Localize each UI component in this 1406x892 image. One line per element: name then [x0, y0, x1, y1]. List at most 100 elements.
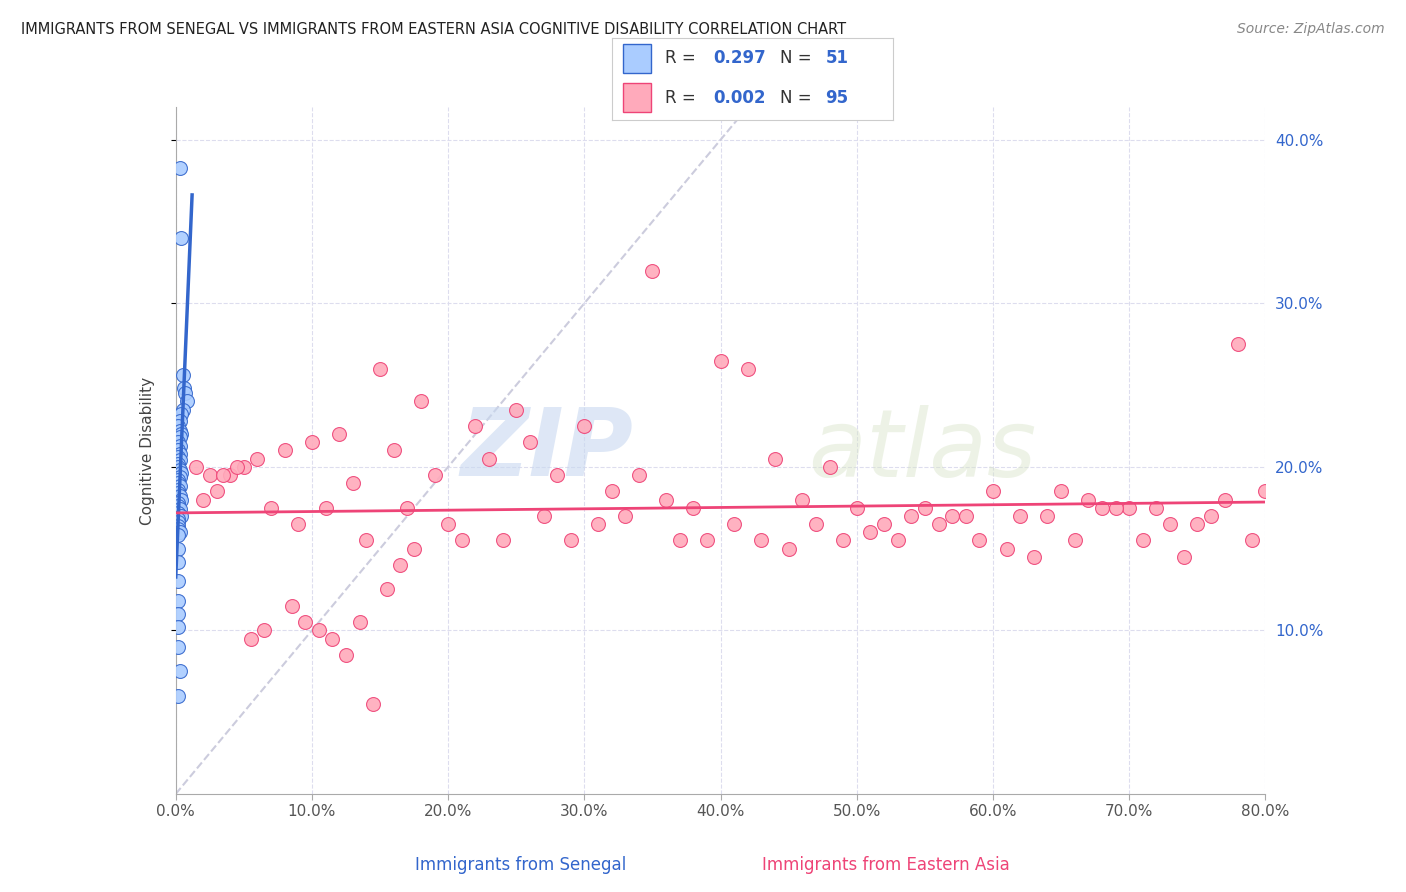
Point	[308, 624, 330, 638]
Point	[167, 499, 190, 513]
Point	[169, 525, 191, 540]
Point	[818, 459, 841, 474]
Point	[1173, 549, 1195, 564]
Point	[1036, 508, 1059, 523]
Point	[574, 418, 596, 433]
Point	[710, 353, 733, 368]
Point	[941, 508, 963, 523]
Point	[167, 689, 190, 703]
Point	[995, 541, 1018, 556]
Point	[170, 508, 193, 523]
Point	[1159, 516, 1181, 531]
Point	[226, 459, 249, 474]
Text: R =: R =	[665, 89, 702, 107]
Point	[294, 615, 316, 630]
Point	[167, 594, 190, 608]
Point	[169, 489, 191, 503]
Point	[328, 427, 350, 442]
Point	[914, 500, 936, 515]
Text: IMMIGRANTS FROM SENEGAL VS IMMIGRANTS FROM EASTERN ASIA COGNITIVE DISABILITY COR: IMMIGRANTS FROM SENEGAL VS IMMIGRANTS FR…	[21, 22, 846, 37]
Point	[167, 528, 190, 542]
Point	[169, 430, 191, 444]
Point	[167, 443, 190, 458]
Point	[832, 533, 855, 548]
Point	[169, 447, 191, 461]
Point	[1091, 500, 1114, 515]
Point	[176, 394, 198, 409]
Point	[437, 516, 460, 531]
Point	[505, 402, 527, 417]
Point	[1050, 484, 1073, 499]
Point	[423, 467, 446, 482]
Point	[1187, 516, 1209, 531]
Point	[969, 533, 991, 548]
Point	[804, 516, 827, 531]
Point	[169, 463, 191, 477]
Point	[167, 512, 190, 526]
Point	[1132, 533, 1154, 548]
Point	[169, 414, 191, 428]
Point	[167, 541, 190, 556]
Text: 95: 95	[825, 89, 848, 107]
Point	[167, 450, 190, 464]
Y-axis label: Cognitive Disability: Cognitive Disability	[141, 376, 155, 524]
Point	[696, 533, 718, 548]
Text: Source: ZipAtlas.com: Source: ZipAtlas.com	[1237, 22, 1385, 37]
Point	[167, 459, 190, 474]
Point	[382, 443, 405, 458]
Point	[546, 467, 568, 482]
Point	[1104, 500, 1126, 515]
Point	[600, 484, 623, 499]
Point	[375, 582, 398, 597]
Point	[169, 453, 191, 467]
Point	[170, 231, 193, 245]
Point	[167, 555, 190, 569]
Point	[287, 516, 309, 531]
Point	[169, 469, 191, 483]
Point	[682, 500, 704, 515]
Point	[167, 506, 190, 520]
Point	[232, 459, 254, 474]
Bar	[623, 44, 651, 73]
Point	[655, 492, 678, 507]
Point	[396, 500, 419, 515]
Point	[723, 516, 745, 531]
Point	[586, 516, 609, 531]
Point	[315, 500, 337, 515]
Point	[1254, 484, 1277, 499]
Point	[170, 492, 193, 507]
Point	[560, 533, 582, 548]
Point	[198, 467, 221, 482]
Point	[792, 492, 814, 507]
Text: Immigrants from Senegal: Immigrants from Senegal	[415, 855, 626, 873]
Point	[167, 574, 190, 589]
Point	[191, 492, 214, 507]
Point	[170, 467, 193, 481]
Point	[172, 402, 194, 417]
Text: ZIP: ZIP	[461, 404, 633, 497]
Point	[751, 533, 773, 548]
Point	[169, 161, 191, 175]
Point	[1063, 533, 1085, 548]
Point	[167, 620, 190, 634]
Point	[1144, 500, 1167, 515]
Point	[239, 632, 262, 646]
Point	[668, 533, 690, 548]
Point	[404, 541, 426, 556]
Text: R =: R =	[665, 49, 702, 68]
Point	[335, 648, 357, 662]
Text: 0.297: 0.297	[713, 49, 766, 68]
Point	[167, 473, 190, 487]
Point	[519, 435, 541, 450]
Point	[368, 361, 391, 376]
Point	[321, 632, 343, 646]
Point	[167, 486, 190, 500]
Point	[886, 533, 908, 548]
Point	[169, 479, 191, 493]
Point	[533, 508, 555, 523]
Point	[859, 525, 882, 540]
Point	[763, 451, 786, 466]
Point	[409, 394, 432, 409]
Point	[173, 381, 195, 395]
Point	[172, 368, 194, 383]
